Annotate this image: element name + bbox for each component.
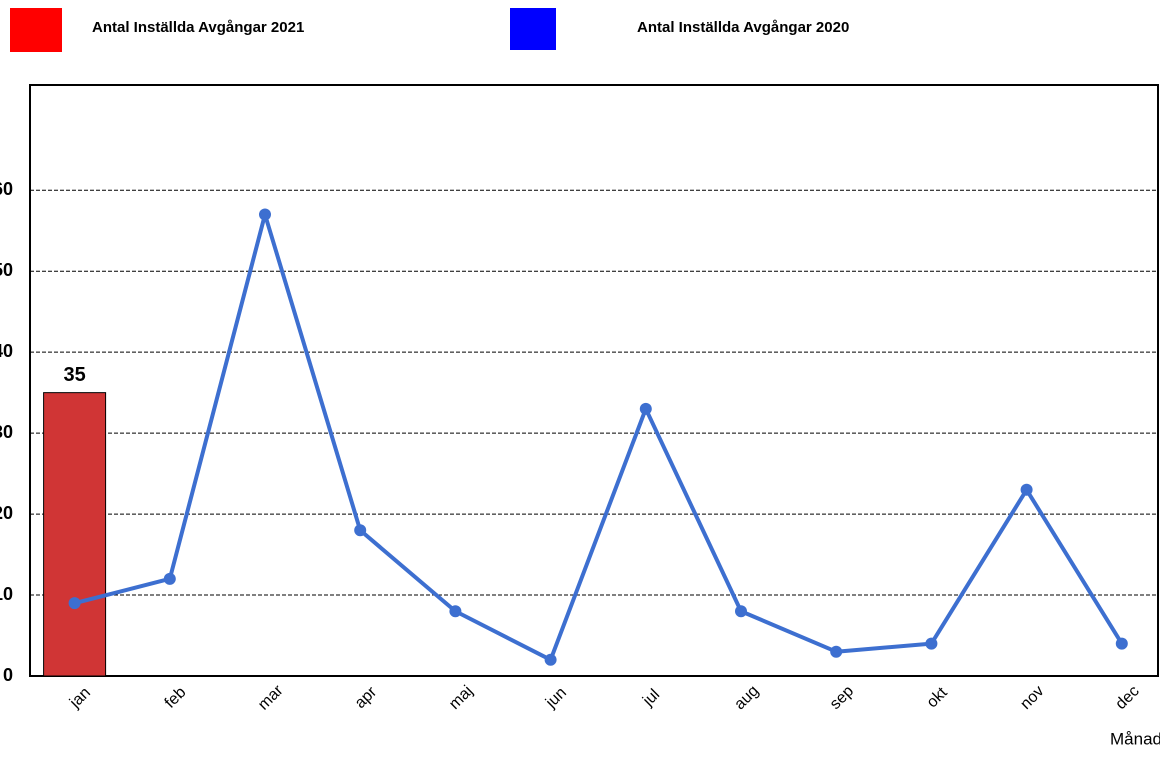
legend-label: Antal Inställda Avgångar 2020 (637, 19, 849, 36)
legend-swatch (10, 8, 62, 52)
y-tick-label: 0 (3, 665, 13, 685)
x-tick-label: nov (1017, 683, 1047, 713)
x-tick-label: feb (162, 684, 190, 712)
x-axis-label: Månad (1110, 729, 1160, 748)
point (354, 524, 367, 537)
x-tick-label: jul (639, 686, 663, 710)
y-tick-label: 30 (0, 422, 13, 442)
x-tick-label: jan (66, 684, 94, 712)
point (830, 645, 843, 658)
point (925, 637, 938, 650)
plot-frame (29, 84, 1159, 677)
x-tick-label: maj (446, 683, 476, 713)
x-tick-label: mar (255, 682, 287, 714)
y-tick-label: 10 (0, 584, 13, 604)
x-tick-label: dec (1112, 683, 1142, 713)
x-tick-label: okt (924, 684, 952, 712)
point (639, 402, 652, 415)
data-label: 35 (63, 364, 85, 386)
point (68, 597, 81, 610)
x-tick-label: jun (542, 684, 570, 712)
x-tick-label: aug (731, 682, 762, 713)
bar (43, 392, 107, 677)
legend-label: Antal Inställda Avgångar 2021 (92, 19, 304, 36)
point (449, 605, 462, 618)
x-tick-label: apr (352, 683, 381, 712)
point (735, 605, 747, 618)
x-tick-label: sep (827, 683, 857, 713)
point (259, 208, 271, 221)
point (163, 572, 176, 585)
legend-swatch (510, 8, 556, 50)
y-tick-label: 50 (0, 260, 13, 280)
point (1115, 637, 1128, 650)
y-tick-label: 40 (0, 341, 13, 361)
point (544, 653, 557, 666)
y-tick-label: 60 (0, 179, 13, 199)
line (74, 212, 1124, 662)
point (1020, 483, 1033, 496)
y-tick-label: 20 (0, 503, 13, 523)
